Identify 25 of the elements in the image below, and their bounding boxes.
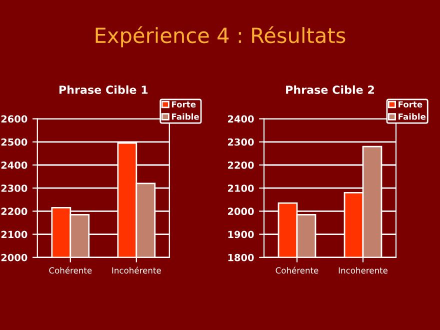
x-tick-label: Incohérente: [112, 266, 161, 274]
legend-label: Forte: [172, 101, 196, 108]
y-tick-label: 2300: [1, 184, 28, 192]
y-tick-label: 2200: [1, 208, 28, 216]
y-tick-label: 2100: [1, 230, 28, 238]
chart-title: Phrase Cible 2: [286, 85, 374, 94]
x-tick-label: Incoherente: [338, 267, 388, 274]
y-tick-label: 2300: [228, 138, 254, 146]
y-tick-label: 2400: [1, 161, 28, 169]
x-tick-label: Cohérente: [276, 266, 318, 274]
y-tick-label: 2000: [228, 208, 254, 216]
y-tick-label: 1800: [228, 254, 254, 262]
x-tick-label: Cohérente: [49, 266, 92, 274]
y-tick-label: 2400: [228, 115, 254, 123]
y-tick-label: 2500: [1, 138, 28, 146]
y-tick-label: 2200: [228, 161, 254, 169]
chart-title: Phrase Cible 1: [59, 85, 148, 94]
y-tick-label: 2000: [1, 254, 28, 262]
y-tick-label: 2100: [228, 184, 254, 192]
y-tick-label: 2600: [1, 115, 28, 123]
y-tick-label: 1900: [228, 230, 254, 238]
text: Expérience 4 : Résultats: [96, 26, 346, 48]
legend-label: Forte: [398, 101, 422, 108]
legend-label: Faible: [172, 113, 199, 120]
legend-label: Faible: [398, 113, 426, 120]
